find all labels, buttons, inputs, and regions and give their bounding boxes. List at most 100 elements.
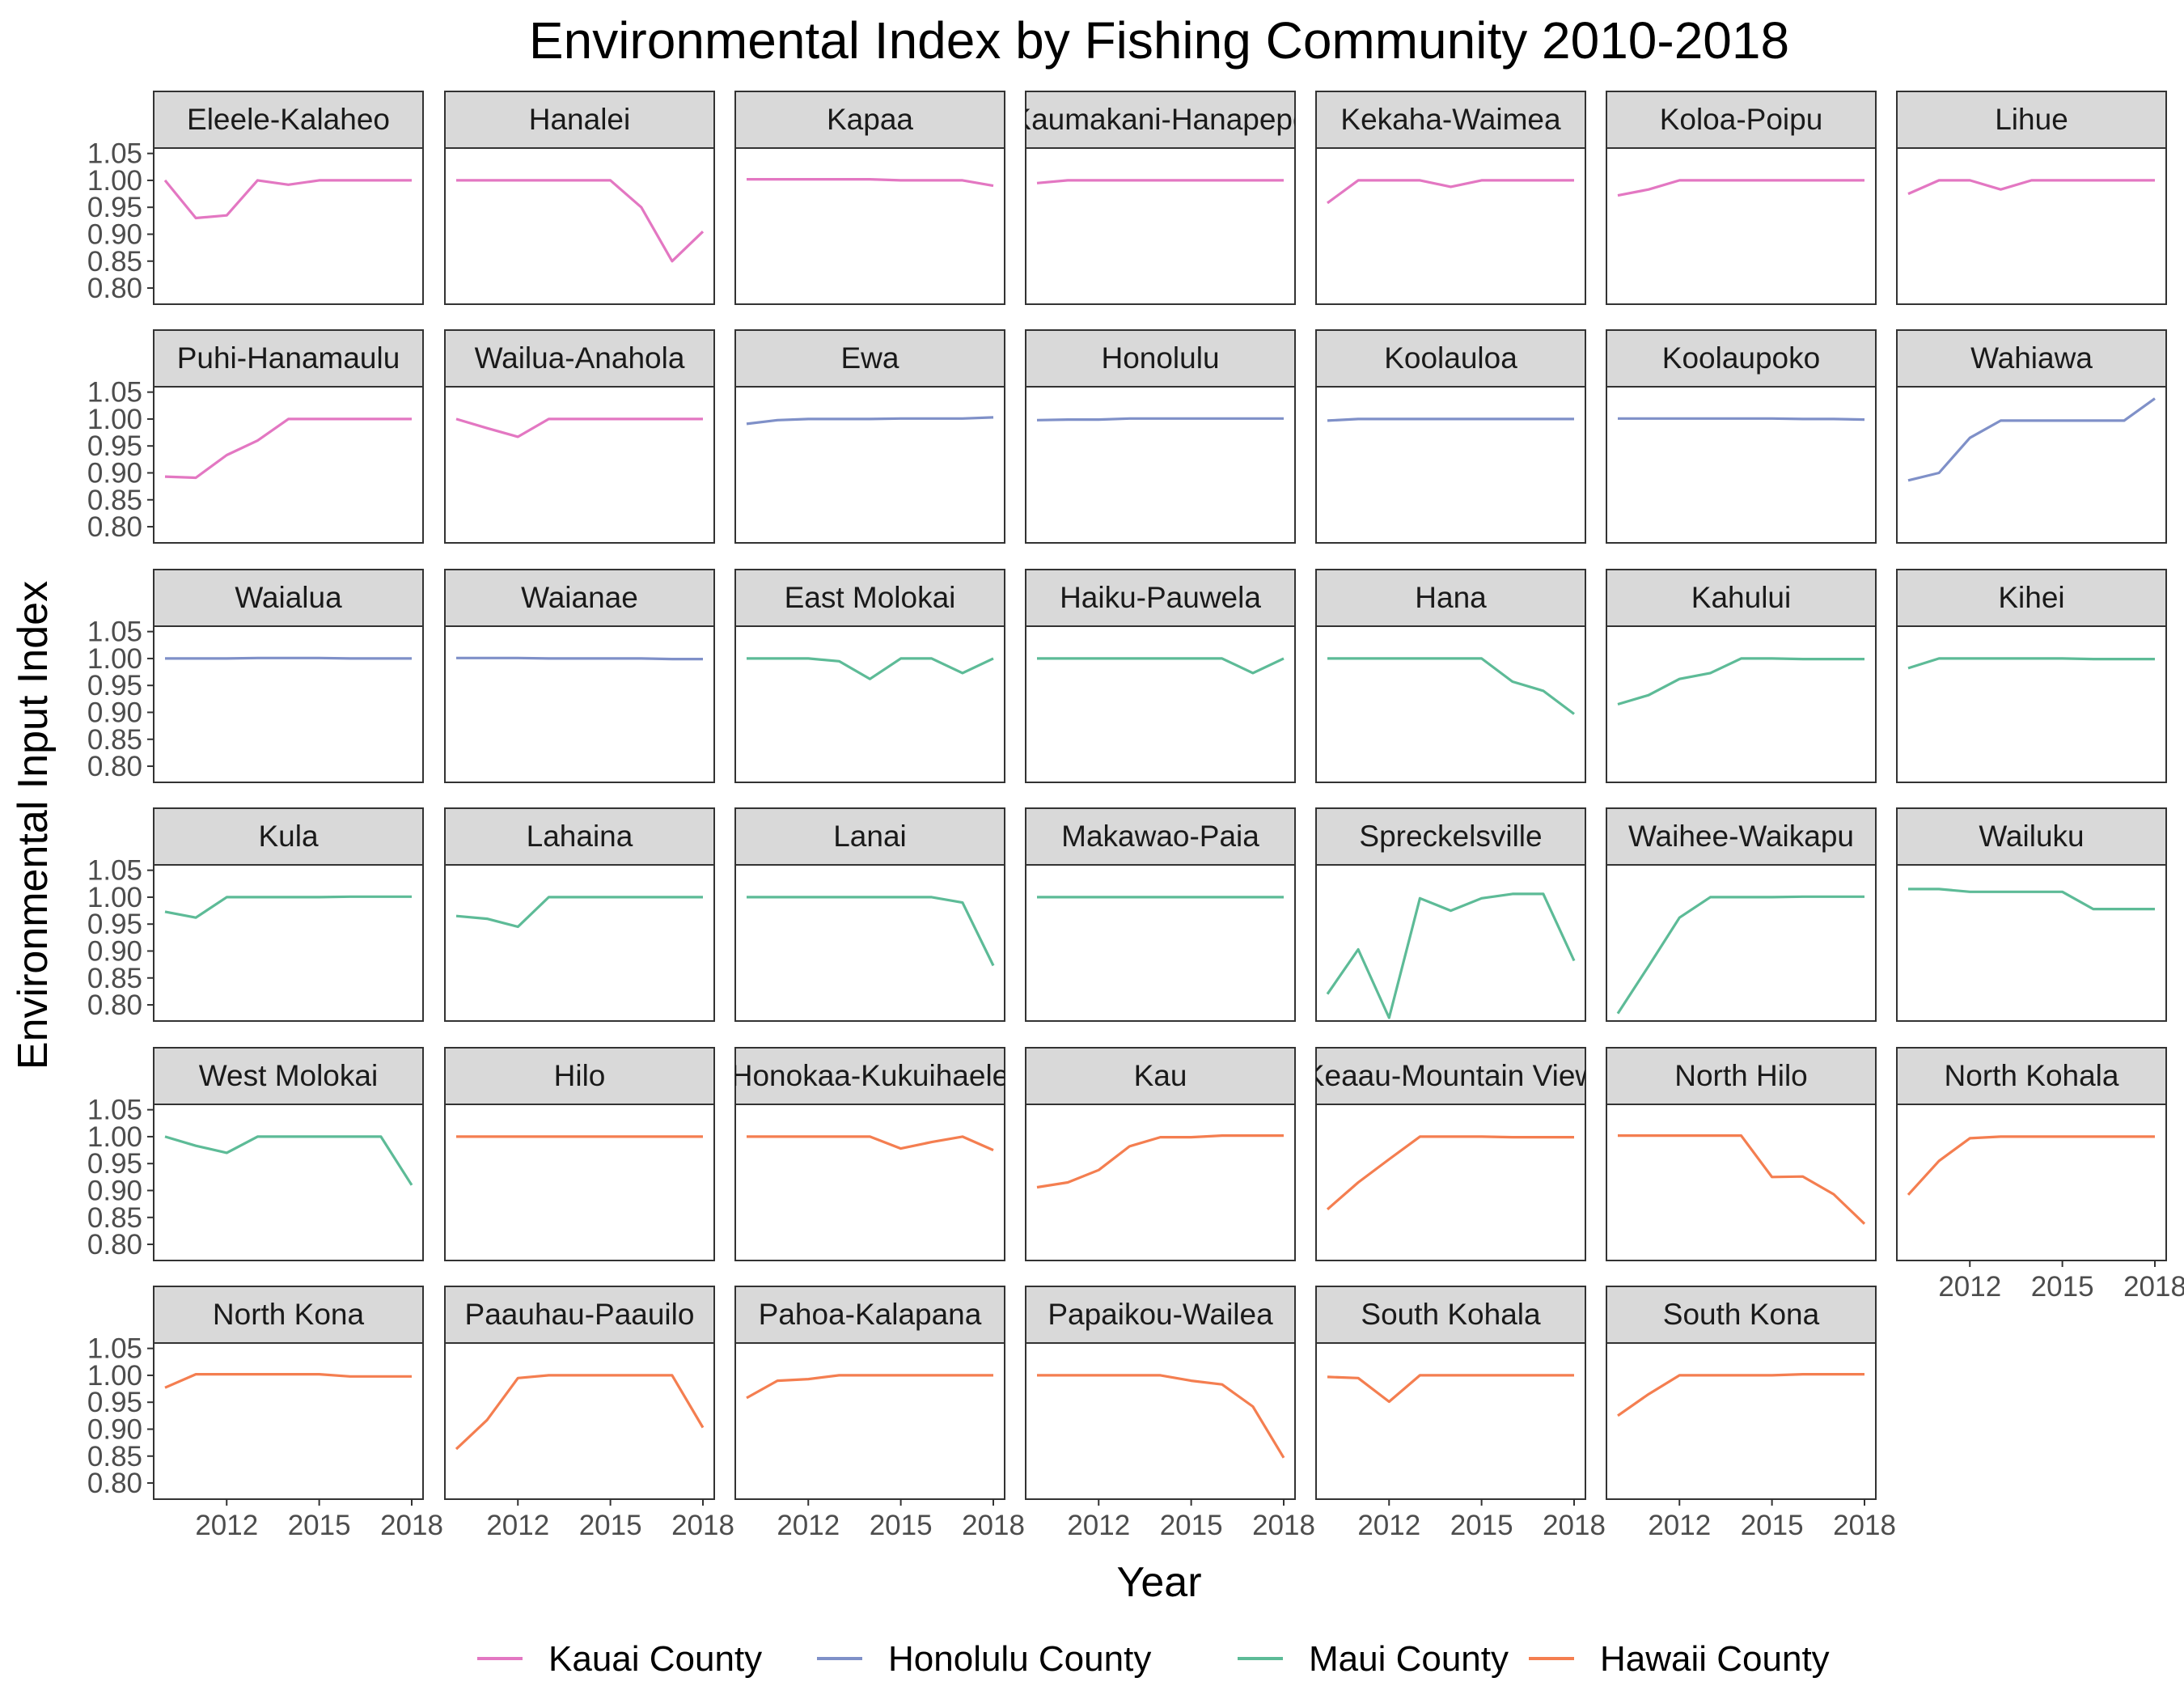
facet-strip <box>444 569 715 627</box>
facet-kula: Kula 0.800.850.900.951.001.05 <box>87 807 424 1022</box>
facet-west-molokai: West Molokai 0.800.850.900.951.001.05 <box>87 1047 424 1261</box>
facet-panel-border <box>1606 1342 1877 1500</box>
facet-strip-label: Kekaha-Waimea <box>1340 103 1561 136</box>
facet-panel-border <box>153 625 424 783</box>
x-tick-label: 2012 <box>1357 1510 1420 1541</box>
facet-wailuku: Wailuku <box>1896 807 2167 1022</box>
facet-haiku-pauwela: Haiku-Pauwela <box>1025 569 1296 783</box>
facet-panel-border <box>1025 1104 1296 1261</box>
series-line <box>1618 417 1865 422</box>
y-tick-label: 0.80 <box>87 1229 142 1260</box>
facet-panel-border <box>1025 386 1296 544</box>
y-tick-label: 0.90 <box>87 457 142 489</box>
facet-strip-label: South Kohala <box>1361 1298 1541 1331</box>
facet-panel-border <box>1315 147 1586 305</box>
y-tick-label: 1.00 <box>87 165 142 197</box>
series-line <box>1326 1135 1574 1211</box>
facet-panel-border <box>1315 386 1586 544</box>
facet-panel-border <box>444 1104 715 1261</box>
legend-item: Hawaii County <box>1529 1639 1830 1679</box>
facet-hana: Hana <box>1315 569 1586 783</box>
facet-strip-label: North Hilo <box>1674 1059 1808 1092</box>
facet-strip-label: North Kona <box>213 1298 365 1331</box>
facet-panel-border <box>1315 1104 1586 1261</box>
series-line <box>1907 1135 2155 1196</box>
x-tick-label: 2015 <box>579 1510 642 1541</box>
x-tick-label: 2018 <box>671 1510 734 1541</box>
facet-strip <box>153 807 424 866</box>
y-tick-label: 0.95 <box>87 909 142 940</box>
facet-kaumakani-hanapepe: Kaumakani-Hanapepe <box>1025 91 1296 305</box>
y-tick-label: 1.00 <box>87 404 142 435</box>
facet-keaau-mountain-view: Keaau-Mountain View <box>1315 1047 1586 1261</box>
legend-label: Maui County <box>1309 1639 1509 1679</box>
facet-strip <box>734 807 1005 866</box>
facet-strip <box>1896 91 2167 149</box>
facet-strip-label: Kula <box>258 820 318 853</box>
legend-label: Hawaii County <box>1600 1639 1830 1679</box>
facet-puhi-hanamaulu: Puhi-Hanamaulu 0.800.850.900.951.001.05 <box>87 329 424 544</box>
facet-strip-label: Wailuku <box>1979 820 2084 853</box>
y-tick-label: 0.95 <box>87 192 142 223</box>
legend-item: Kauai County <box>477 1639 762 1679</box>
facet-strip <box>153 1047 424 1105</box>
series-line <box>1327 417 1574 422</box>
y-tick-label: 0.90 <box>87 697 142 728</box>
facet-panel-border <box>153 1104 424 1261</box>
series-line <box>456 179 705 263</box>
x-tick-label: 2015 <box>1741 1510 1804 1541</box>
facet-strip <box>1606 1047 1877 1105</box>
facet-strip-label: Honolulu <box>1101 341 1219 375</box>
facet-panel-border <box>1315 864 1586 1022</box>
facet-south-kohala: South Kohala 2012 2015 2018 <box>1315 1286 1606 1541</box>
x-tick-label: 2012 <box>1067 1510 1130 1541</box>
facet-strip <box>1315 329 1586 388</box>
facet-ewa: Ewa <box>734 329 1005 544</box>
chart-title: Environmental Index by Fishing Community… <box>529 11 1789 70</box>
x-tick-label: 2015 <box>2031 1271 2094 1303</box>
facet-panel-border <box>734 1342 1005 1500</box>
facet-panel-border <box>444 864 715 1022</box>
facet-strip <box>1315 807 1586 866</box>
facet-strip-label: Lahaina <box>527 820 633 853</box>
y-tick-label: 0.85 <box>87 963 142 994</box>
facet-strip-label: Kapaa <box>827 103 913 136</box>
facet-panel-border <box>444 147 715 305</box>
series-line <box>1036 417 1284 422</box>
facet-strip-label: Eleele-Kalaheo <box>187 103 390 136</box>
facet-strip-label: East Molokai <box>785 581 956 614</box>
facet-strip-label: North Kohala <box>1945 1059 2119 1092</box>
series-line <box>746 1374 993 1400</box>
facet-wailua-anahola: Wailua-Anahola <box>444 329 715 544</box>
facet-hanalei: Hanalei <box>444 91 715 305</box>
facet-strip <box>444 91 715 149</box>
x-tick-label: 2018 <box>2123 1271 2184 1303</box>
facet-strip <box>734 1047 1005 1105</box>
facet-koolaupoko: Koolaupoko <box>1606 329 1877 544</box>
y-tick-label: 0.85 <box>87 1441 142 1472</box>
facet-strip <box>1025 91 1296 149</box>
facet-kihei: Kihei <box>1896 569 2167 783</box>
facet-strip-label: Wailua-Anahola <box>475 341 685 375</box>
y-tick-label: 1.00 <box>87 882 142 913</box>
facet-waialua: Waialua 0.800.850.900.951.001.05 <box>87 569 424 783</box>
legend-item: Maui County <box>1238 1639 1509 1679</box>
facet-koloa-poipu: Koloa-Poipu <box>1606 91 1877 305</box>
y-tick-label: 0.95 <box>87 670 142 701</box>
y-tick-label: 0.95 <box>87 430 142 462</box>
x-tick-label: 2012 <box>1938 1271 2001 1303</box>
facet-honokaa-kukuihaele: Honokaa-Kukuihaele <box>734 1047 1005 1261</box>
facet-strip <box>1025 1047 1296 1105</box>
y-tick-label: 0.80 <box>87 751 142 782</box>
facet-paauhau-paauilo: Paauhau-Paauilo 2012 2015 2018 <box>444 1286 734 1541</box>
facet-north-kona: North Kona 0.800.850.900.951.001.05 2012 20… <box>87 1286 443 1541</box>
facet-panel-border <box>1025 147 1296 305</box>
facet-panel-border <box>734 864 1005 1022</box>
y-tick-label: 0.85 <box>87 485 142 516</box>
series-line <box>1907 397 2156 482</box>
facet-koolauloa: Koolauloa <box>1315 329 1586 544</box>
x-tick-label: 2015 <box>1160 1510 1223 1541</box>
facet-strip-label: West Molokai <box>199 1059 378 1092</box>
x-axis-title: Year <box>1116 1559 1201 1606</box>
facet-strip-label: Papaikou-Wailea <box>1048 1298 1273 1331</box>
